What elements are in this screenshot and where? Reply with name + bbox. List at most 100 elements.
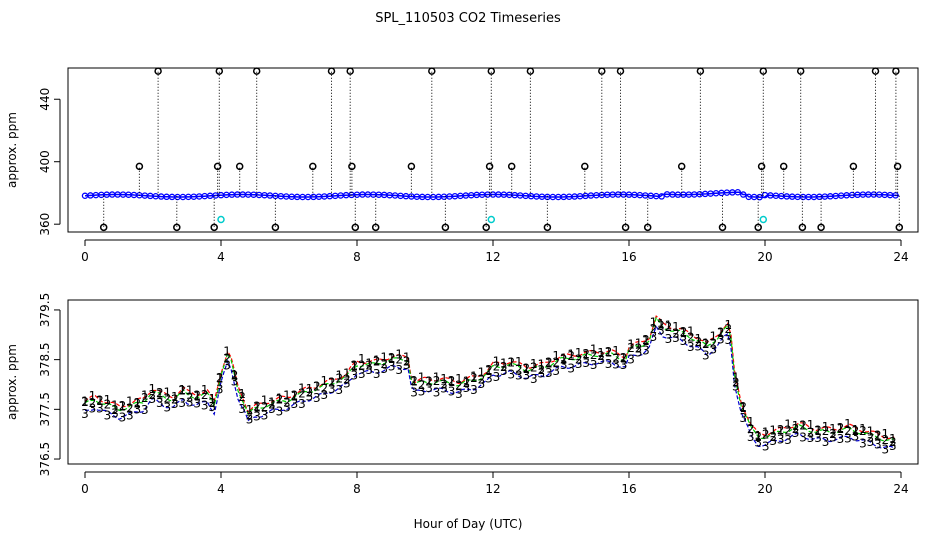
series-3-point-label: 3 (268, 402, 276, 416)
series-1-point-label: 1 (403, 351, 411, 365)
top-low-outlier-point (817, 223, 825, 232)
series-3-point-label: 3 (852, 429, 860, 443)
series-2-point-label: 2 (852, 424, 860, 438)
series-1-point-label: 1 (837, 422, 845, 436)
series-2-point-label: 2 (208, 396, 216, 410)
series-1-point-label: 1 (395, 347, 403, 361)
series-2-point-label: 2 (478, 372, 486, 386)
series-2-point-label: 2 (687, 330, 695, 344)
top-high-outlier-point (598, 67, 606, 75)
top-low-outlier-point (271, 223, 280, 232)
series-3-point-label: 3 (380, 362, 388, 376)
series-1-point-label: 1 (208, 392, 216, 406)
top-reference-point (487, 215, 496, 224)
series-2-point-label: 2 (605, 345, 613, 359)
series-3-point-label: 3 (134, 403, 142, 417)
series-3-point-label: 3 (276, 405, 284, 419)
series-1-point-label: 1 (186, 384, 194, 398)
series-2-point-label: 2 (829, 427, 837, 441)
series-2-point-label: 2 (433, 374, 441, 388)
series-3-point-label: 3 (702, 349, 710, 363)
series-1-point-label: 1 (410, 374, 418, 388)
series-3-point-label: 3 (433, 385, 441, 399)
top-mid-outlier-point (348, 162, 356, 171)
bottom-y-tick-label: 378.5 (38, 342, 52, 376)
series-3-point-label: 3 (395, 363, 403, 377)
series-2-point-label: 2 (777, 423, 785, 437)
series-3-point-label: 3 (485, 372, 493, 386)
series-1-point-label: 1 (141, 388, 149, 402)
series-2-point-label: 2 (141, 391, 149, 405)
series-2-point-label: 2 (306, 386, 314, 400)
series-3-point-label: 3 (620, 358, 628, 372)
series-3-point-label: 3 (552, 364, 560, 378)
series-1-point-label: 1 (156, 387, 164, 401)
series-2-point-label: 2 (665, 320, 673, 334)
series-3-point-label: 3 (81, 407, 89, 421)
series-1-point-label: 1 (350, 359, 358, 373)
series-1-point-label: 1 (612, 344, 620, 358)
series-2-point-label: 2 (335, 372, 343, 386)
series-1-point-label: 1 (231, 368, 239, 382)
series-2-point-label: 2 (448, 374, 456, 388)
top-mid-outlier-point (849, 162, 858, 171)
series-1-point-label: 1 (508, 356, 516, 370)
top-high-outlier-point (526, 67, 535, 75)
top-mid-outlier-point (213, 162, 222, 171)
series-3-point-label: 3 (732, 379, 740, 393)
series-1-point-label: 1 (650, 315, 658, 329)
series-3-point-label: 3 (148, 392, 156, 406)
series-2-point-label: 2 (657, 318, 665, 332)
series-3-point-label: 3 (680, 334, 688, 348)
series-2-point-label: 2 (642, 333, 650, 347)
top-x-tick-label: 24 (893, 250, 908, 264)
series-1-point-label: 1 (792, 419, 800, 433)
series-2-point-label: 2 (455, 379, 463, 393)
top-baseline-point (739, 191, 747, 198)
series-3-point-label: 3 (829, 431, 837, 445)
series-1-point-label: 1 (567, 348, 575, 362)
series-2-point-label: 2 (223, 352, 231, 366)
series-1-point-label: 1 (522, 362, 530, 376)
series-3-point-label: 3 (537, 367, 545, 381)
series-3-point-label: 3 (837, 432, 845, 446)
series-1-point-label: 1 (373, 354, 381, 368)
series-1-point-label: 1 (126, 394, 134, 408)
top-low-outlier-point (99, 223, 108, 232)
series-2-point-label: 2 (358, 359, 366, 373)
x-axis-label: Hour of Day (UTC) (414, 517, 523, 531)
series-2-point-label: 2 (485, 363, 493, 377)
series-3-point-label: 3 (672, 331, 680, 345)
series-1-point-label: 1 (89, 389, 97, 403)
series-1-point-label: 1 (148, 382, 156, 396)
series-2-point-label: 2 (672, 327, 680, 341)
series-2-point-label: 2 (238, 390, 246, 404)
series-1-point-label: 1 (448, 375, 456, 389)
top-high-outlier-point (871, 67, 880, 75)
series-1-point-label: 1 (470, 370, 478, 384)
series-2-point-label: 2 (126, 401, 134, 415)
top-low-outlier-point (895, 223, 904, 232)
series-3-point-label: 3 (216, 383, 224, 397)
series-1-point-label: 1 (321, 374, 329, 388)
series-2-point-label: 2 (343, 372, 351, 386)
series-1-point-label: 1 (552, 349, 560, 363)
series-1-point-label: 1 (134, 396, 142, 410)
series-3-point-label: 3 (560, 358, 568, 372)
series-1-point-label: 1 (216, 372, 224, 386)
series-1-point-label: 1 (171, 390, 179, 404)
series-1-point-label: 1 (807, 418, 815, 432)
series-1-point-label: 1 (298, 382, 306, 396)
series-1-point-label: 1 (81, 394, 89, 408)
series-3-point-label: 3 (822, 435, 830, 449)
series-2-point-label: 2 (321, 381, 329, 395)
series-1-point-label: 1 (874, 430, 882, 444)
series-2-point-label: 2 (567, 349, 575, 363)
series-1-point-label: 1 (328, 376, 336, 390)
series-2-point-label: 2 (89, 396, 97, 410)
series-3-point-label: 3 (246, 413, 254, 427)
top-low-outlier-point (621, 223, 630, 232)
series-2-point-label: 2 (627, 341, 635, 355)
series-1-point-label: 1 (96, 394, 104, 408)
